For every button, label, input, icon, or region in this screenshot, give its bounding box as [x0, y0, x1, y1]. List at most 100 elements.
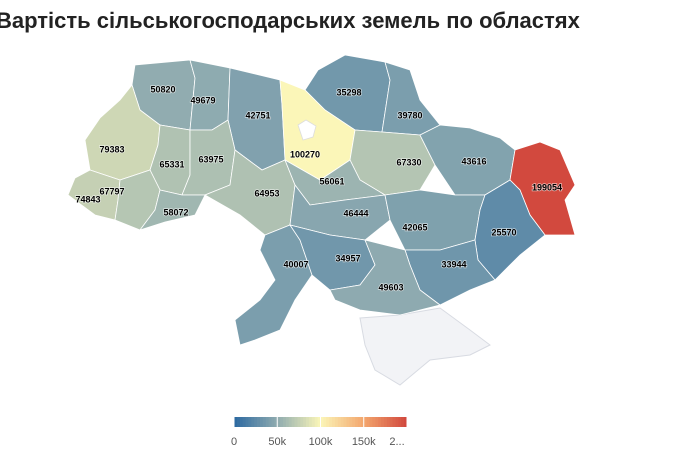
value-label: 34957 [335, 253, 360, 263]
value-label: 67330 [396, 157, 421, 167]
colorbar-segment [395, 417, 399, 427]
value-label: 58072 [163, 207, 188, 217]
colorbar-segment [383, 417, 388, 427]
colorbar-segment [404, 417, 408, 427]
colorbar-segment [283, 417, 287, 427]
region [474, 179, 546, 281]
colorbar-segment [366, 417, 371, 427]
regions [67, 54, 576, 386]
colorbar-segment [291, 417, 296, 427]
colorbar-segment [346, 417, 350, 427]
colorbar-segment [294, 417, 298, 427]
colorbar-segment [248, 417, 252, 427]
colorbar-segment [340, 417, 345, 427]
region [138, 189, 206, 231]
colorbar-segment [401, 417, 405, 427]
colorbar-segment [378, 417, 382, 427]
colorbar-segment [268, 417, 272, 427]
colorbar-segment [297, 417, 301, 427]
value-label: 79383 [99, 144, 124, 154]
value-label: 35298 [336, 87, 361, 97]
colorbar-segment [257, 417, 261, 427]
value-label: 49603 [378, 282, 403, 292]
legend-tick-label: 0 [231, 436, 237, 448]
colorbar-segment [329, 417, 333, 427]
value-label: 74843 [75, 194, 100, 204]
colorbar-segment [372, 417, 376, 427]
colorbar-segment [288, 417, 293, 427]
colorbar-segment [363, 417, 368, 427]
colorbar-segment [259, 417, 264, 427]
value-label: 46444 [343, 208, 368, 218]
colorbar-segment [311, 417, 316, 427]
colorbar-segment [326, 417, 330, 427]
region [329, 239, 441, 316]
colorbar-segment [239, 417, 244, 427]
value-label: 56061 [319, 176, 344, 186]
colorbar-segment [262, 417, 267, 427]
colorbar-segment [320, 417, 324, 427]
value-label: 49679 [190, 95, 215, 105]
value-label: 25570 [491, 227, 516, 237]
colorbar-segment [234, 417, 238, 427]
colorbar-segment [317, 417, 321, 427]
colorbar-segment [251, 417, 255, 427]
value-label: 42751 [245, 110, 270, 120]
region [234, 224, 313, 346]
value-label: 43616 [461, 156, 486, 166]
chart-title: Вартість сільськогосподарських земель по… [0, 8, 581, 33]
colorbar-segment [265, 417, 270, 427]
colorbar-segment [369, 417, 373, 427]
colorbar-segment [306, 417, 310, 427]
value-label: 40007 [283, 259, 308, 269]
colorbar-segment [381, 417, 385, 427]
colorbar-segment [386, 417, 391, 427]
colorbar-segment [349, 417, 353, 427]
colorbar-segment [392, 417, 396, 427]
colorbar-segment [303, 417, 307, 427]
colorbar-segment [277, 417, 281, 427]
colorbar-segment [271, 417, 275, 427]
colorbar-segment [308, 417, 313, 427]
colorbar-segment [323, 417, 327, 427]
legend: 0 50k 100k 150k 2... [231, 417, 408, 448]
colorbar-segment [285, 417, 290, 427]
colorbar-segment [254, 417, 258, 427]
colorbar-segment [332, 417, 336, 427]
colorbar-segment [300, 417, 304, 427]
colorbar-segment [337, 417, 342, 427]
colorbar-segment [280, 417, 284, 427]
colorbar-segment [398, 417, 402, 427]
colorbar-segment [360, 417, 365, 427]
colorbar-segment [274, 417, 278, 427]
value-label: 50820 [150, 84, 175, 94]
colorbar-segment [389, 417, 394, 427]
colorbar-segment [343, 417, 347, 427]
legend-tick-label: 150k [352, 436, 376, 448]
colorbar-segment [355, 417, 359, 427]
colorbar-segment [357, 417, 362, 427]
region [381, 61, 441, 136]
labels: 50820 49679 42751 35298 39780 100270 79383 6533… [75, 84, 563, 294]
value-label: 33944 [441, 259, 466, 269]
colorbar-segment [236, 417, 241, 427]
value-label: 65331 [159, 159, 184, 169]
legend-tick-label: 2... [389, 436, 404, 448]
value-label: 67797 [99, 186, 124, 196]
colorbar-segment [352, 417, 356, 427]
legend-tick-label: 100k [309, 436, 333, 448]
region [384, 189, 486, 251]
value-label: 100270 [290, 149, 320, 159]
value-label: 42065 [402, 222, 427, 232]
colorbar-segment [314, 417, 319, 427]
no-data-region [359, 307, 491, 386]
colorbar-segment [334, 417, 339, 427]
colorbar-segment [242, 417, 247, 427]
value-label: 39780 [397, 110, 422, 120]
city-region [297, 119, 317, 141]
colorbar-segment [245, 417, 249, 427]
colorbar-segment [375, 417, 379, 427]
legend-tick-label: 50k [268, 436, 286, 448]
value-label: 199054 [532, 182, 562, 192]
